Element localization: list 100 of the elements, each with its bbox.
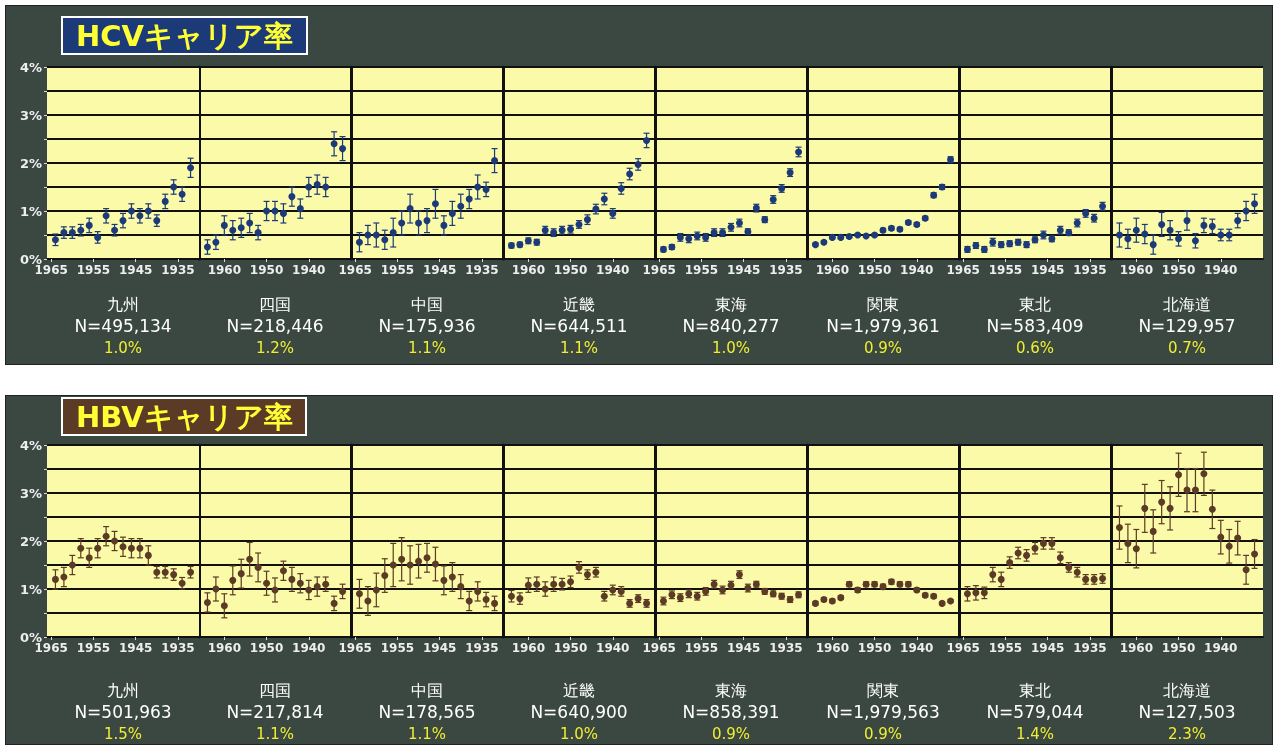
point — [263, 579, 271, 587]
point — [288, 193, 296, 201]
point — [1124, 539, 1132, 547]
x-axis-title: 四国 — [259, 680, 291, 700]
x-tick-label: 1935 — [769, 641, 803, 655]
point — [457, 202, 465, 210]
x-tick-label: 1965 — [642, 263, 676, 277]
point — [51, 575, 59, 583]
x-axis-title: 関東 — [867, 294, 899, 314]
point — [254, 563, 262, 571]
x-axis-title: 北海道 — [1163, 294, 1211, 314]
text: 0.7% — [1167, 339, 1207, 357]
point — [322, 580, 330, 588]
point — [482, 596, 490, 604]
point — [339, 145, 347, 153]
point — [1225, 542, 1233, 550]
text: N=640,900 — [530, 702, 628, 722]
point — [963, 590, 971, 598]
x-tick-label: 1940 — [292, 641, 326, 655]
text: N=858,391 — [682, 702, 780, 722]
y-tick-label: 3% — [19, 485, 42, 501]
x-axis-title: 関東 — [867, 680, 899, 700]
x-tick-label: 1955 — [684, 641, 719, 655]
x-tick-label: 1965 — [34, 641, 68, 655]
point — [203, 598, 211, 606]
point — [1251, 550, 1259, 558]
point — [1191, 237, 1199, 245]
point — [203, 243, 211, 251]
point — [237, 224, 245, 232]
point — [254, 229, 262, 237]
point — [533, 580, 541, 588]
point — [313, 583, 321, 591]
y-tick-label: 2% — [19, 533, 42, 549]
x-tick-label: 1940 — [900, 263, 934, 277]
point — [1183, 217, 1191, 225]
point — [339, 587, 347, 595]
point — [144, 551, 152, 559]
point — [550, 580, 558, 588]
x-tick-label: 1950 — [553, 641, 588, 655]
point — [465, 597, 473, 605]
point — [972, 589, 980, 597]
x-axis-title: 四国 — [259, 294, 291, 314]
point — [381, 572, 389, 580]
point — [279, 209, 287, 217]
x-tick-label: 1935 — [161, 641, 195, 655]
x-tick-label: 1965 — [338, 641, 372, 655]
x-tick-label: 1955 — [684, 263, 719, 277]
point — [1208, 222, 1216, 230]
point — [491, 599, 499, 607]
x-axis-title: 中国 — [411, 294, 443, 314]
x-tick-label: 1935 — [465, 263, 499, 277]
point — [1158, 220, 1166, 228]
y-tick-label: 2% — [19, 155, 42, 171]
x-tick-label: 1965 — [642, 641, 676, 655]
point — [246, 555, 254, 563]
x-tick-label: 1940 — [900, 641, 934, 655]
point — [330, 599, 338, 607]
text: N=579,044 — [986, 702, 1084, 722]
y-tick-label: 3% — [19, 107, 42, 123]
point — [1175, 471, 1183, 479]
point — [482, 185, 490, 193]
text: N=175,936 — [378, 316, 476, 336]
point — [288, 575, 296, 583]
x-axis-title: 九州 — [107, 294, 139, 314]
x-tick-label: 1945 — [118, 641, 153, 655]
x-tick-label: 1945 — [726, 263, 761, 277]
point — [355, 238, 363, 246]
x-axis-title: 九州 — [107, 680, 139, 700]
point — [305, 183, 313, 191]
x-tick-label: 1955 — [380, 263, 415, 277]
x-axis-title: 近畿 — [563, 294, 595, 314]
point — [1115, 231, 1123, 239]
text: 1.1% — [559, 339, 599, 357]
point — [1124, 235, 1132, 243]
point — [220, 602, 228, 610]
point — [1234, 217, 1242, 225]
text: N=501,963 — [74, 702, 172, 722]
x-tick-label: 1940 — [1204, 641, 1238, 655]
point — [1141, 230, 1149, 238]
point — [178, 190, 186, 198]
point — [457, 583, 465, 591]
point — [406, 205, 414, 213]
point — [989, 571, 997, 579]
x-tick-label: 1950 — [857, 641, 892, 655]
point — [330, 140, 338, 148]
point — [524, 581, 532, 589]
x-tick-label: 1940 — [596, 641, 630, 655]
point — [448, 209, 456, 217]
point — [389, 561, 397, 569]
text: N=1,979,361 — [826, 316, 940, 336]
point — [279, 567, 287, 575]
text: 0.9% — [863, 725, 903, 743]
text: 1.1% — [255, 725, 295, 743]
x-tick-label: 1950 — [553, 263, 588, 277]
x-tick-label: 1950 — [857, 263, 892, 277]
text: 1.5% — [103, 725, 143, 743]
y-tick-label: 4% — [19, 59, 42, 75]
x-tick-label: 1955 — [380, 641, 415, 655]
point — [381, 236, 389, 244]
point — [1234, 534, 1242, 542]
